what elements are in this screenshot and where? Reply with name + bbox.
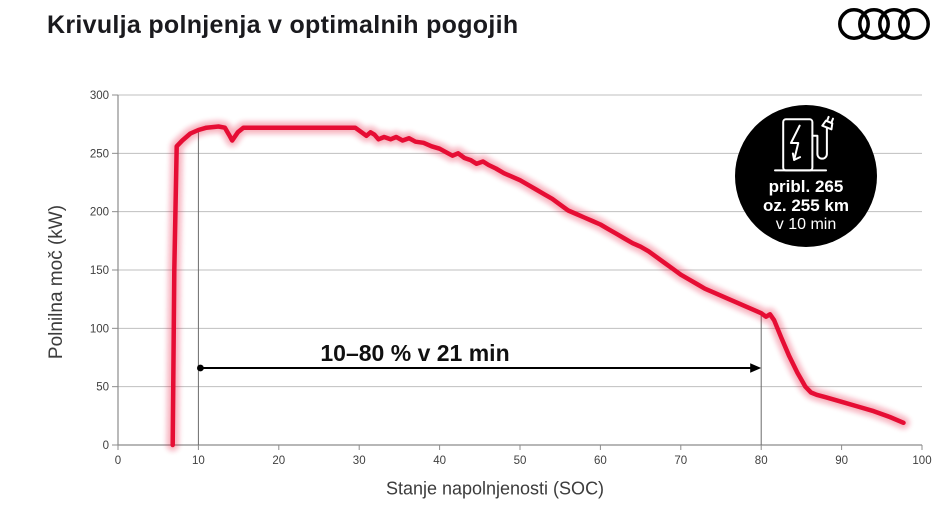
y-axis-title: Polnilna moč (kW) (46, 204, 67, 360)
range-annotation-label: 10–80 % v 21 min (320, 340, 510, 366)
arrow-head (750, 363, 762, 373)
audi-rings-logo (838, 8, 930, 40)
x-tick-label: 90 (835, 455, 848, 467)
page-title: Krivulja polnjenja v optimalnih pogojih (47, 11, 519, 39)
y-tick-label: 300 (90, 90, 109, 102)
x-tick-label: 0 (115, 455, 121, 467)
lightning-arrowhead (791, 152, 802, 161)
x-tick-label: 10 (192, 455, 205, 467)
x-axis-title: Stanje napolnjenosti (SOC) (385, 478, 605, 499)
y-tick-label: 200 (90, 207, 109, 219)
soc-marker-lines (197, 130, 762, 445)
x-tick-label: 60 (594, 455, 607, 467)
x-tick-label: 40 (433, 455, 446, 467)
y-tick-label: 250 (90, 148, 109, 160)
x-tick-label: 30 (353, 455, 366, 467)
ev-charging-station-icon (773, 115, 835, 172)
charging-plug (821, 115, 835, 131)
tick-labels: 0 50 100 150 200 250 300 0 10 20 30 40 50 60 70 80 90 100 (90, 90, 932, 467)
charging-cable (811, 126, 828, 160)
y-tick-label: 150 (90, 265, 109, 277)
y-tick-label: 50 (96, 382, 109, 394)
grid-layer (112, 94, 923, 450)
badge-line-1: pribl. 265 (768, 177, 844, 196)
charging-info-badge: pribl. 265 oz. 255 km v 10 min (735, 105, 877, 247)
lightning-bolt (789, 124, 801, 161)
curve-core (170, 124, 906, 448)
charger-body (782, 118, 814, 172)
range-arrow (197, 363, 762, 373)
charging-curve-series (166, 120, 910, 451)
x-tick-label: 100 (912, 455, 931, 467)
y-tick-label: 0 (103, 440, 109, 452)
x-tick-label: 20 (272, 455, 285, 467)
x-tick-label: 80 (755, 455, 768, 467)
x-tick-label: 50 (514, 455, 527, 467)
x-tick-label: 70 (674, 455, 687, 467)
arrow-start-dot (197, 364, 204, 372)
badge-line-3: v 10 min (775, 216, 837, 233)
y-tick-label: 100 (90, 323, 109, 335)
badge-line-2: oz. 255 km (763, 196, 849, 215)
